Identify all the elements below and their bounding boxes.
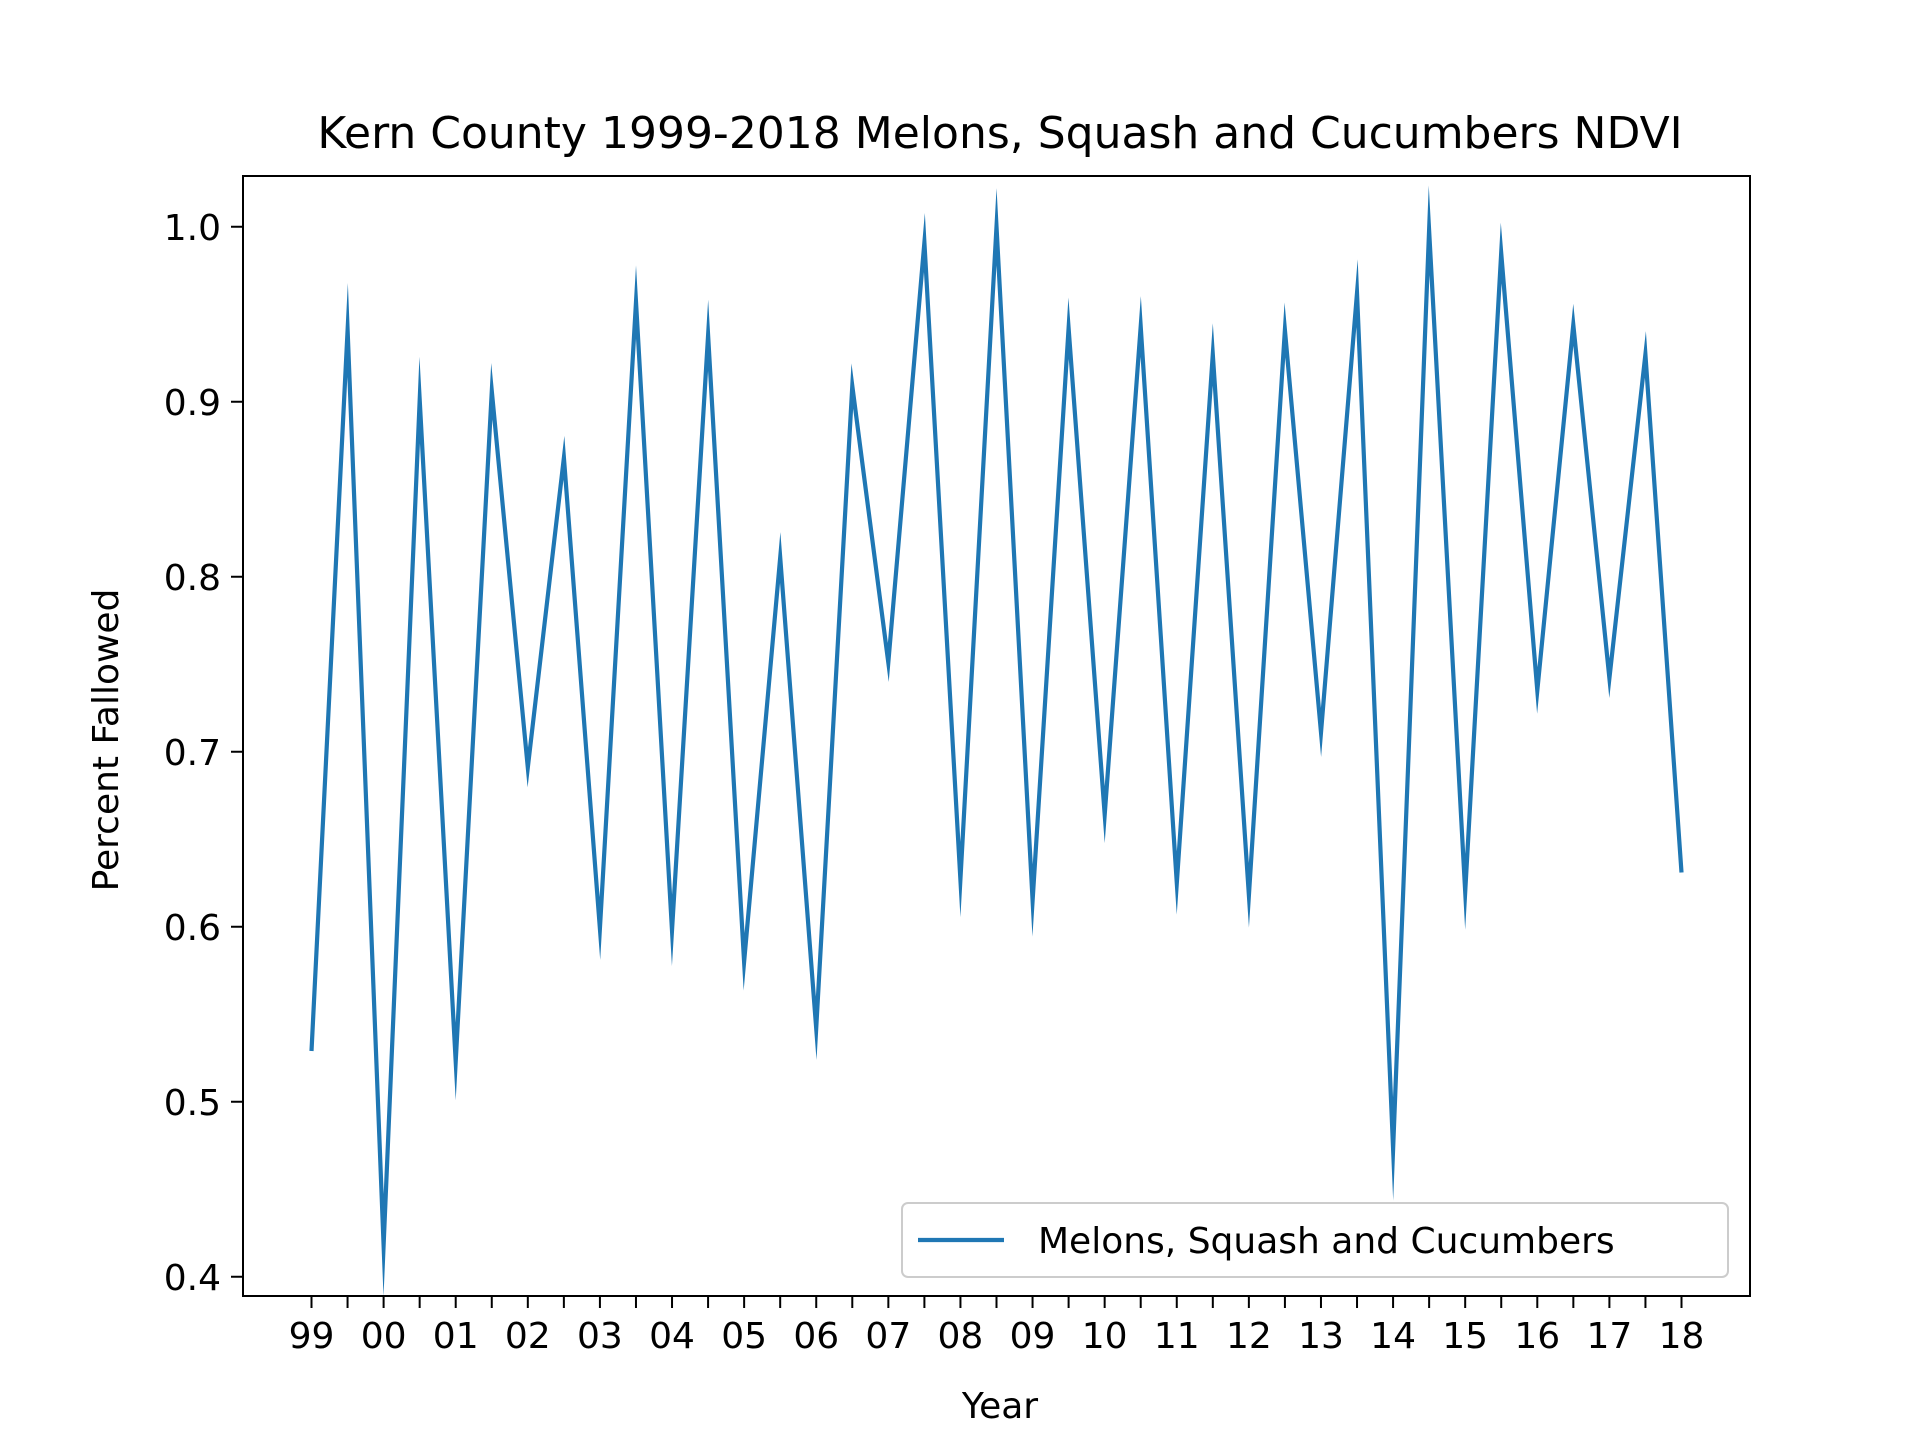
x-tick-label: 07 bbox=[865, 1316, 911, 1357]
x-tick-label: 08 bbox=[938, 1316, 984, 1357]
y-tick-label: 0.8 bbox=[164, 558, 221, 599]
plot-area: 0.4 0.5 0.6 0.7 0.8 0.9 1.0 99 00 01 02 03 04 05 06 07 0… bbox=[164, 175, 1751, 1357]
x-tick-label: 15 bbox=[1442, 1316, 1488, 1357]
x-tick-label: 02 bbox=[505, 1316, 551, 1357]
x-tick-label: 04 bbox=[649, 1316, 695, 1357]
legend-box bbox=[901, 1202, 1729, 1278]
y-tick-label: 0.7 bbox=[164, 733, 221, 774]
x-tick-label: 99 bbox=[289, 1316, 335, 1357]
x-tick-label: 11 bbox=[1154, 1316, 1200, 1357]
x-tick-label: 10 bbox=[1082, 1316, 1128, 1357]
series-line-melons bbox=[309, 185, 1684, 1297]
x-tick-label: 06 bbox=[793, 1316, 839, 1357]
x-tick-label: 12 bbox=[1226, 1316, 1272, 1357]
x-tick-label: 14 bbox=[1370, 1316, 1416, 1357]
x-tick-label: 09 bbox=[1010, 1316, 1056, 1357]
y-tick-label: 0.6 bbox=[164, 908, 221, 949]
x-tick-label: 18 bbox=[1659, 1316, 1705, 1357]
y-tick-label: 1.0 bbox=[164, 208, 221, 249]
chart-title: Kern County 1999-2018 Melons, Squash and… bbox=[317, 108, 1682, 159]
x-tick-label: 01 bbox=[433, 1316, 479, 1357]
y-tick-label: 0.9 bbox=[164, 383, 221, 424]
y-tick-label: 0.4 bbox=[164, 1258, 221, 1299]
x-tick-label: 05 bbox=[721, 1316, 767, 1357]
legend-label: Melons, Squash and Cucumbers bbox=[1038, 1221, 1615, 1262]
x-tick-label: 00 bbox=[361, 1316, 407, 1357]
y-axis-label: Percent Fallowed bbox=[86, 589, 127, 892]
x-tick-label: 03 bbox=[577, 1316, 623, 1357]
x-axis-label: Year bbox=[961, 1386, 1038, 1427]
y-tick-label: 0.5 bbox=[164, 1083, 221, 1124]
axes-frame bbox=[242, 175, 1751, 1297]
x-tick-label: 17 bbox=[1586, 1316, 1632, 1357]
x-tick-label: 16 bbox=[1514, 1316, 1560, 1357]
x-tick-label: 13 bbox=[1298, 1316, 1344, 1357]
